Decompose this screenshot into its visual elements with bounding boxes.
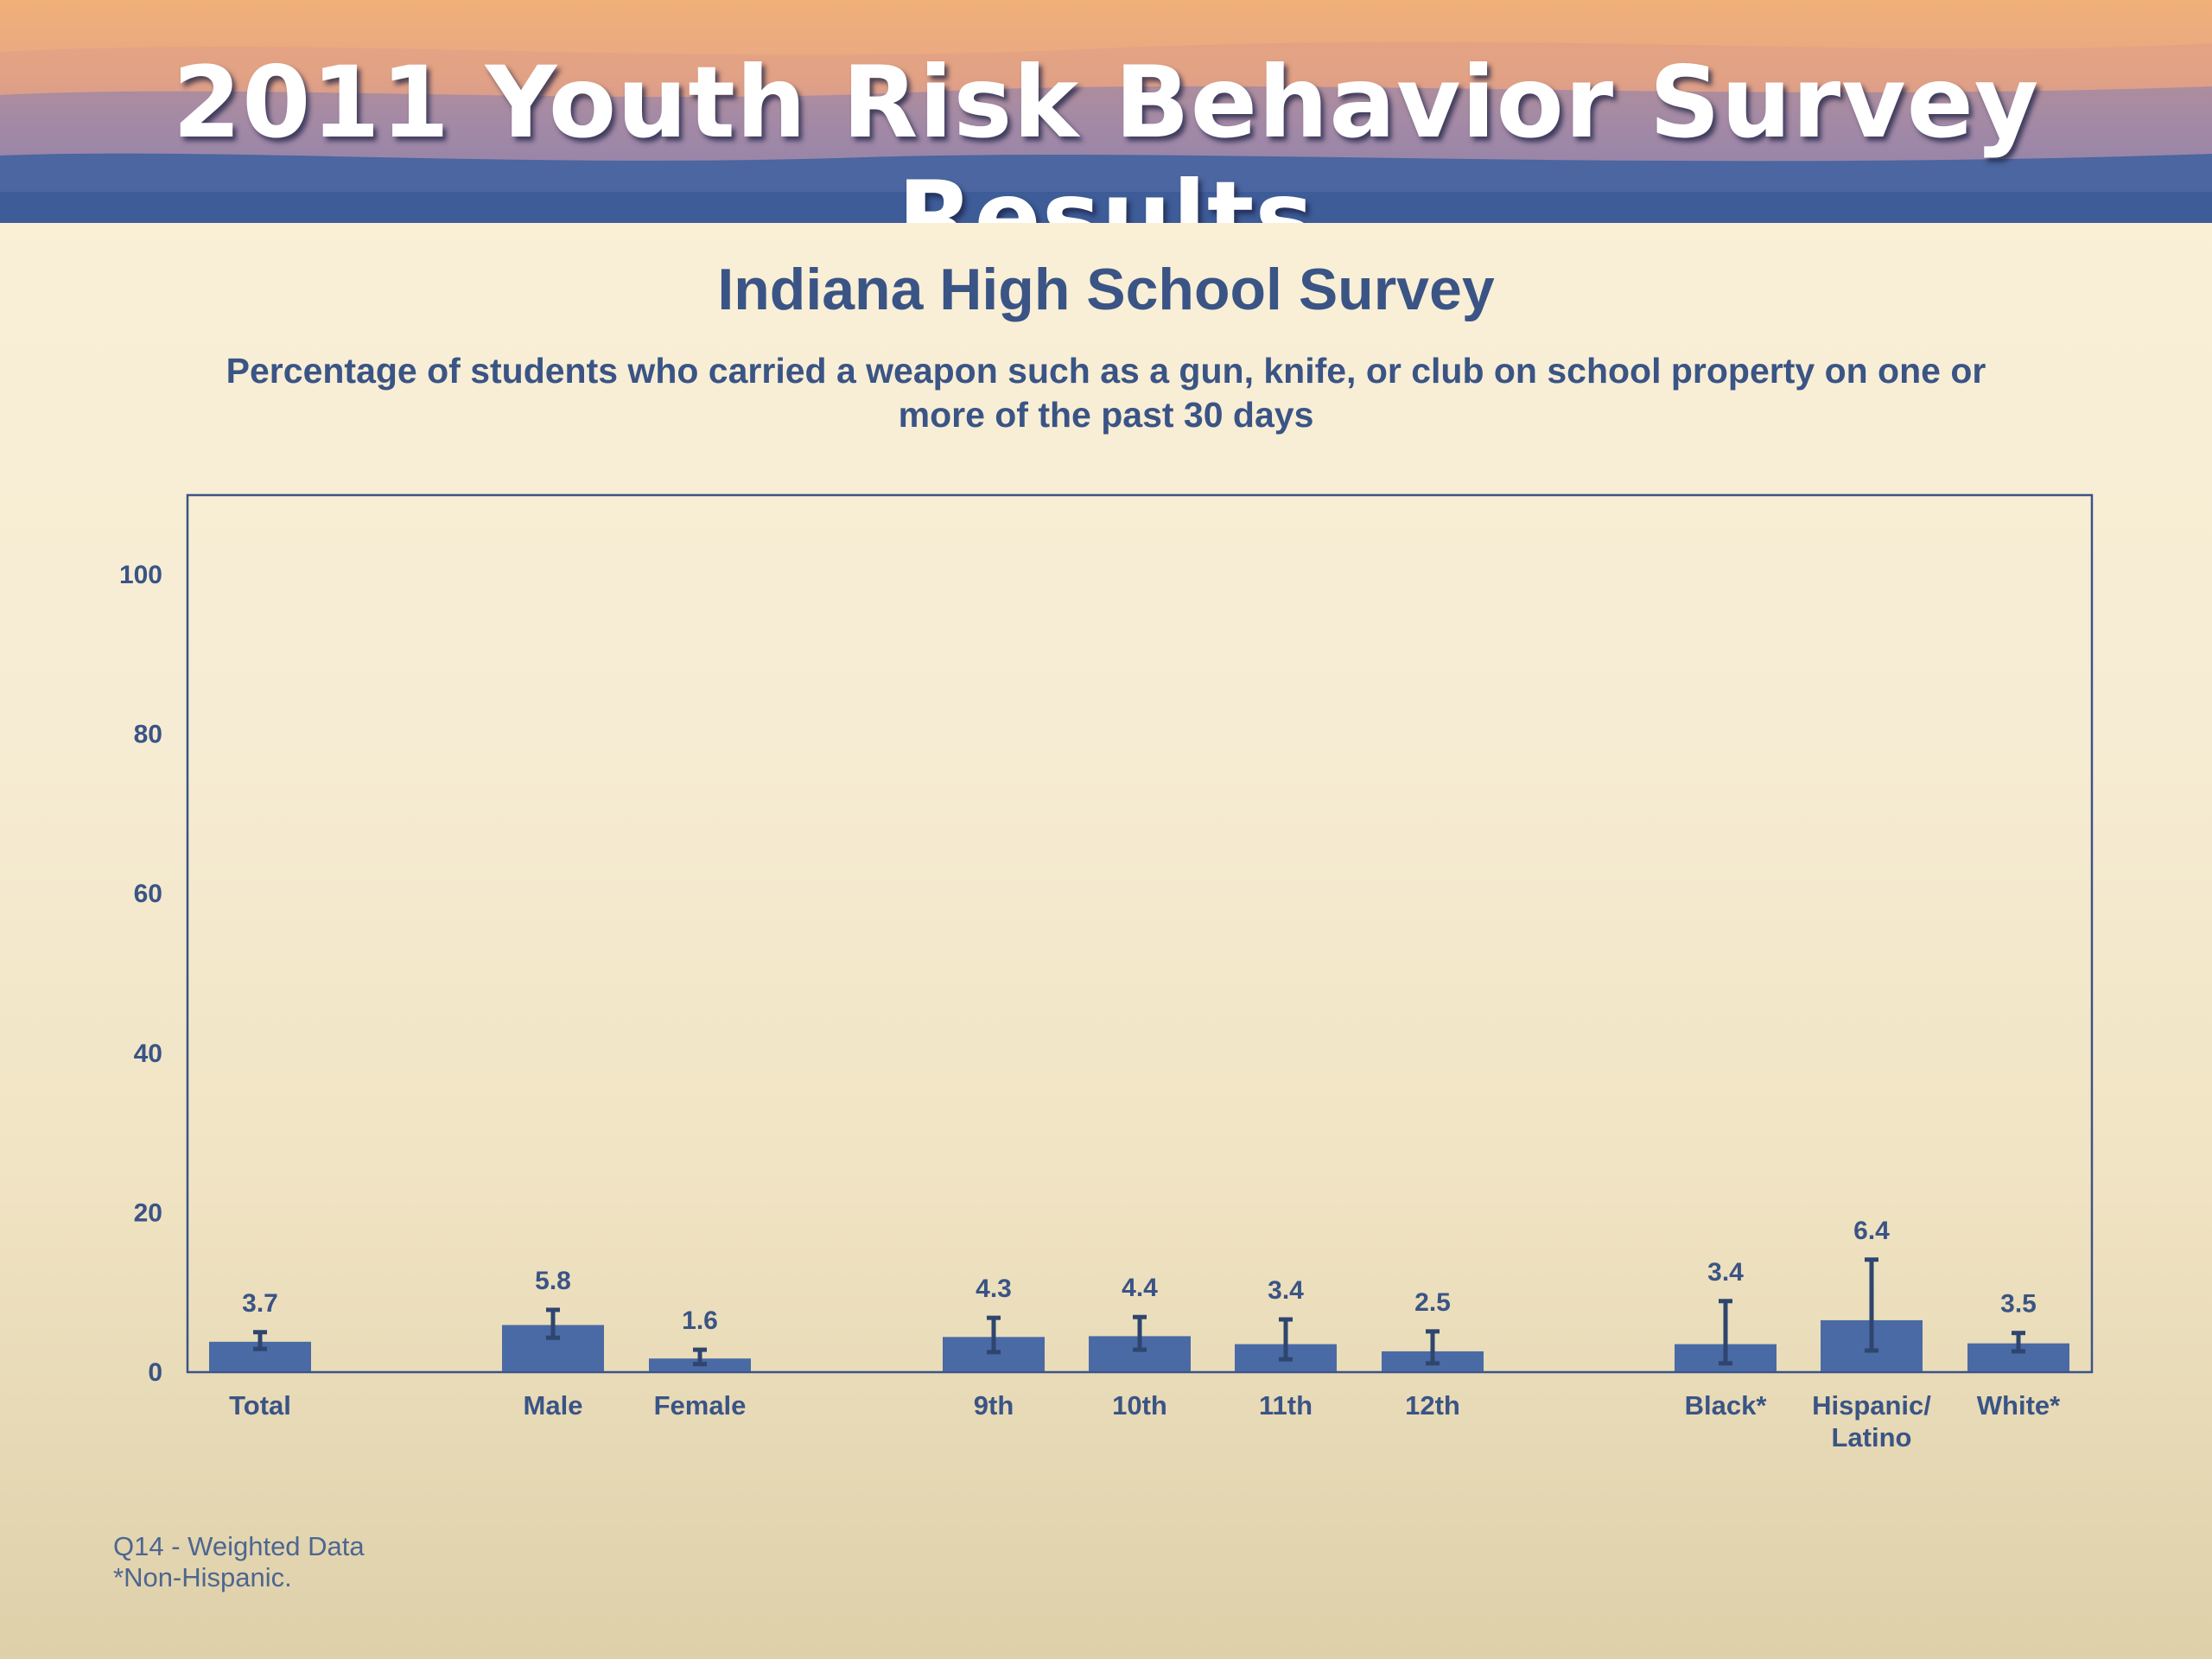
error-bar-hispanic-latino xyxy=(1865,1257,1878,1353)
value-label-12th: 2.5 xyxy=(1414,1288,1451,1317)
plot-area-frame xyxy=(186,493,2094,1374)
value-label-male: 5.8 xyxy=(535,1267,571,1295)
error-bar-10th xyxy=(1133,1314,1147,1352)
value-label-11th: 3.4 xyxy=(1268,1276,1304,1305)
category-label-black: Black* xyxy=(1685,1390,1768,1421)
footnote-non-hispanic: *Non-Hispanic. xyxy=(113,1562,292,1592)
y-tick-label-100: 100 xyxy=(119,561,162,589)
y-axis-ticks: 0 20 40 60 80 100 xyxy=(119,561,162,1387)
error-bar-9th xyxy=(987,1315,1001,1355)
chart-subtitle: Percentage of students who carried a wea… xyxy=(226,351,1986,435)
y-tick-label-40: 40 xyxy=(134,1039,162,1068)
category-label-11th: 11th xyxy=(1259,1390,1313,1421)
value-label-hispanic-latino: 6.4 xyxy=(1853,1217,1890,1245)
category-label-9th: 9th xyxy=(974,1390,1014,1421)
value-label-black: 3.4 xyxy=(1707,1258,1744,1287)
banner-landscape-background xyxy=(0,0,2212,223)
error-bar-total xyxy=(253,1330,267,1351)
header-banner: 2011 Youth Risk Behavior Survey Results xyxy=(0,0,2212,223)
y-tick-label-60: 60 xyxy=(134,880,162,908)
error-bar-white xyxy=(2012,1331,2025,1354)
category-label-10th: 10th xyxy=(1112,1390,1167,1421)
error-bar-male xyxy=(546,1307,560,1340)
y-tick-label-0: 0 xyxy=(148,1358,162,1387)
chart-title: Indiana High School Survey xyxy=(717,257,1495,322)
error-bar-12th xyxy=(1426,1329,1440,1366)
value-label-10th: 4.4 xyxy=(1122,1274,1158,1302)
footnote-weighted-data: Q14 - Weighted Data xyxy=(113,1531,365,1561)
category-label-female: Female xyxy=(654,1390,747,1421)
error-bar-11th xyxy=(1279,1317,1293,1362)
value-label-total: 3.7 xyxy=(242,1289,278,1318)
category-label-male: Male xyxy=(524,1390,583,1421)
value-label-9th: 4.3 xyxy=(976,1274,1012,1303)
value-label-white: 3.5 xyxy=(2000,1290,2037,1319)
x-axis-category-labels: Total Male Female 9th 10th 11th 12th Black* Hisp… xyxy=(229,1390,2061,1452)
y-tick-label-80: 80 xyxy=(134,721,162,749)
error-bars xyxy=(253,1257,2025,1367)
category-label-12th: 12th xyxy=(1405,1390,1460,1421)
category-label-hispanic-latino: Hispanic/Latino xyxy=(1812,1390,1931,1452)
value-label-female: 1.6 xyxy=(682,1306,718,1335)
category-label-total: Total xyxy=(229,1390,291,1421)
error-bar-female xyxy=(693,1347,707,1367)
y-tick-label-20: 20 xyxy=(134,1198,162,1227)
footnote: Q14 - Weighted Data *Non-Hispanic. xyxy=(113,1531,365,1593)
banner-title: 2011 Youth Risk Behavior Survey Results xyxy=(172,45,2040,223)
error-bar-black xyxy=(1719,1299,1732,1366)
data-labels: 3.7 5.8 1.6 4.3 4.4 3.4 2.5 3.4 6.4 3.5 xyxy=(242,1217,2037,1335)
category-label-white: White* xyxy=(1977,1390,2061,1421)
